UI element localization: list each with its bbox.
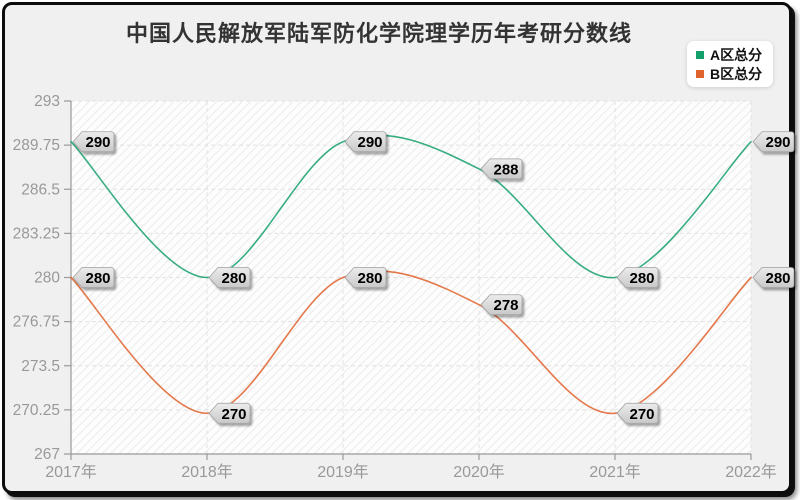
y-tick-label: 293	[34, 93, 60, 110]
point-label-value: 280	[629, 270, 654, 287]
chart-title: 中国人民解放军陆军防化学院理学历年考研分数线	[125, 21, 632, 46]
x-tick-label: 2018年	[181, 463, 233, 481]
y-tick-label: 289.75	[13, 137, 60, 154]
legend-label-a: A区总分	[710, 46, 763, 63]
y-tick-label: 270.25	[13, 402, 60, 419]
point-label-tag	[72, 267, 115, 288]
y-tick-label: 283.25	[13, 225, 60, 242]
point-label-value: 280	[221, 270, 246, 287]
legend-item-a[interactable]: A区总分	[696, 45, 762, 64]
point-label-value: 280	[85, 270, 110, 287]
legend-swatch-a-icon	[696, 50, 704, 59]
y-tick-label: 267	[34, 446, 60, 463]
point-label-A区总分: 290	[72, 131, 115, 153]
point-label-value: 290	[357, 134, 382, 151]
point-label-A区总分: 280	[616, 267, 659, 288]
x-tick-label: 2019年	[317, 463, 369, 481]
point-label-A区总分: 290	[752, 131, 795, 153]
point-label-B区总分: 280	[344, 267, 387, 288]
point-label-B区总分: 270	[208, 402, 251, 424]
point-label-tag	[752, 131, 795, 153]
x-tick-label: 2022年	[725, 463, 777, 481]
point-label-tag	[616, 267, 659, 288]
point-label-value: 290	[85, 134, 110, 151]
y-tick-label: 280	[34, 270, 60, 287]
point-label-tag	[616, 402, 659, 424]
legend: A区总分 B区总分	[687, 41, 774, 87]
point-label-A区总分: 290	[344, 131, 387, 153]
point-label-tag	[208, 402, 251, 424]
legend-item-b[interactable]: B区总分	[696, 64, 762, 83]
point-label-B区总分: 270	[616, 402, 659, 424]
point-label-A区总分: 280	[208, 267, 251, 288]
point-label-B区总分: 278	[480, 294, 523, 316]
point-label-tag	[72, 131, 115, 153]
x-tick-label: 2020年	[453, 463, 505, 481]
point-label-tag	[480, 158, 523, 180]
point-label-value: 290	[765, 134, 790, 151]
point-label-value: 278	[493, 297, 518, 314]
point-label-tag	[752, 267, 795, 288]
point-label-value: 270	[221, 406, 246, 423]
x-tick-label: 2017年	[45, 463, 97, 481]
legend-swatch-b-icon	[696, 69, 704, 78]
point-label-tag	[480, 294, 523, 316]
point-label-value: 280	[765, 270, 790, 287]
x-tick-label: 2021年	[589, 463, 641, 481]
point-label-value: 270	[629, 406, 654, 423]
y-tick-label: 273.5	[21, 358, 60, 375]
point-label-B区总分: 280	[752, 267, 795, 288]
point-label-tag	[344, 131, 387, 153]
legend-label-b: B区总分	[710, 65, 763, 82]
y-tick-label: 276.75	[13, 314, 60, 331]
point-label-B区总分: 280	[72, 267, 115, 288]
point-label-A区总分: 288	[480, 158, 523, 180]
point-label-value: 280	[357, 270, 382, 287]
point-label-value: 288	[493, 161, 518, 178]
point-label-tag	[208, 267, 251, 288]
point-label-tag	[344, 267, 387, 288]
y-tick-label: 286.5	[21, 181, 60, 198]
